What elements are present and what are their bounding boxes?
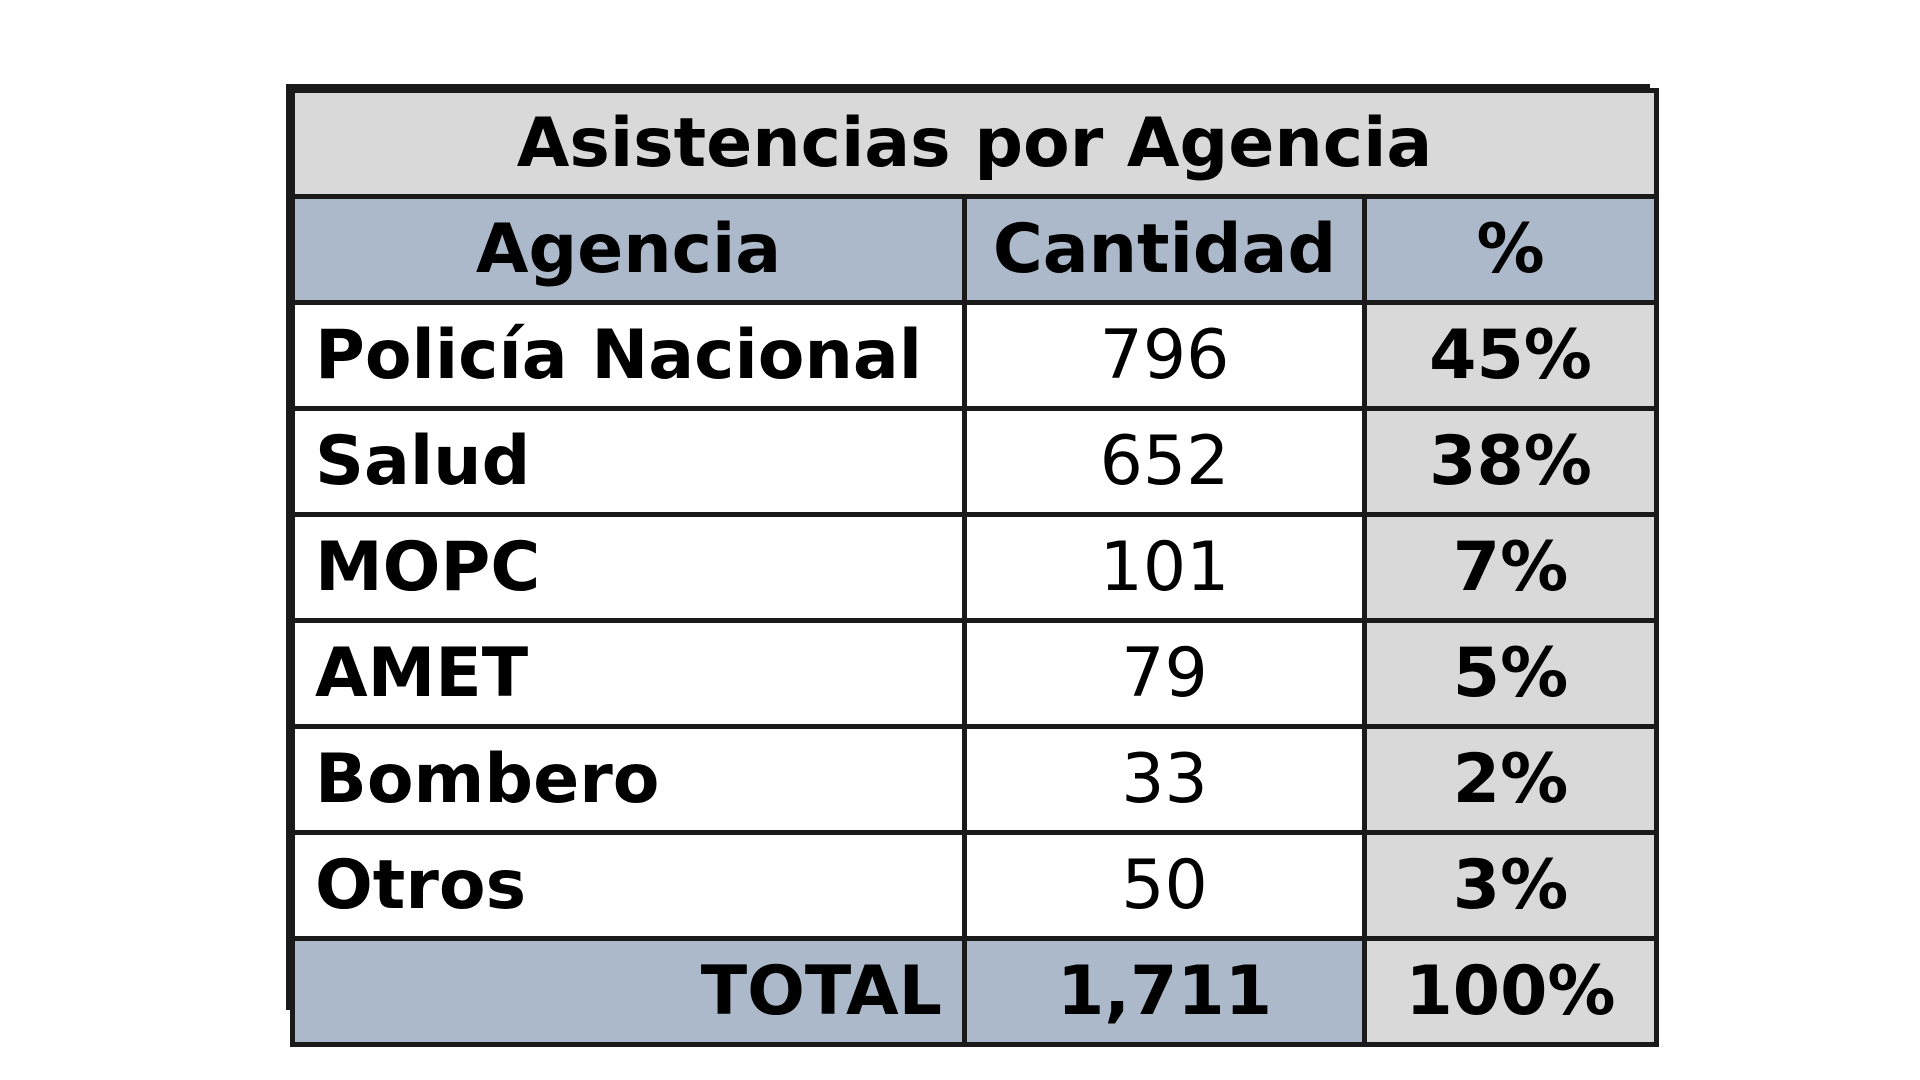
header-cantidad: Cantidad [962, 194, 1367, 305]
percent-cell: 7% [1361, 512, 1660, 623]
header-percent: % [1361, 194, 1660, 305]
cantidad-cell: 79 [962, 618, 1367, 729]
percent-cell: 45% [1361, 300, 1660, 411]
agency-table-container: Asistencias por Agencia Agencia Cantidad… [286, 84, 1660, 1047]
percent-cell: 38% [1361, 406, 1660, 517]
table-row: Policía Nacional 796 45% [290, 300, 1660, 411]
cantidad-cell: 33 [962, 724, 1367, 835]
agency-table: Asistencias por Agencia Agencia Cantidad… [289, 88, 1660, 1047]
agencia-cell: AMET [290, 618, 967, 729]
agencia-cell: Salud [290, 406, 967, 517]
total-row: TOTAL 1,711 100% [290, 936, 1660, 1047]
cantidad-cell: 652 [962, 406, 1367, 517]
percent-cell: 3% [1361, 830, 1660, 941]
agencia-cell: MOPC [290, 512, 967, 623]
agencia-cell: Policía Nacional [290, 300, 967, 411]
percent-cell: 2% [1361, 724, 1660, 835]
table-row: Salud 652 38% [290, 406, 1660, 517]
cantidad-cell: 796 [962, 300, 1367, 411]
cantidad-cell: 50 [962, 830, 1367, 941]
table-row: MOPC 101 7% [290, 512, 1660, 623]
table-title: Asistencias por Agencia [289, 88, 1660, 199]
agencia-cell: Bombero [290, 724, 967, 835]
header-row: Agencia Cantidad % [290, 194, 1660, 305]
total-cantidad: 1,711 [962, 936, 1367, 1047]
header-agencia: Agencia [290, 194, 967, 305]
agencia-cell: Otros [290, 830, 967, 941]
cantidad-cell: 101 [962, 512, 1367, 623]
percent-cell: 5% [1361, 618, 1660, 729]
total-percent: 100% [1361, 936, 1660, 1047]
total-label: TOTAL [290, 936, 967, 1047]
table-row: Bombero 33 2% [290, 724, 1660, 835]
table-row: AMET 79 5% [290, 618, 1660, 729]
table-row: Otros 50 3% [290, 830, 1660, 941]
title-row: Asistencias por Agencia [289, 88, 1660, 199]
